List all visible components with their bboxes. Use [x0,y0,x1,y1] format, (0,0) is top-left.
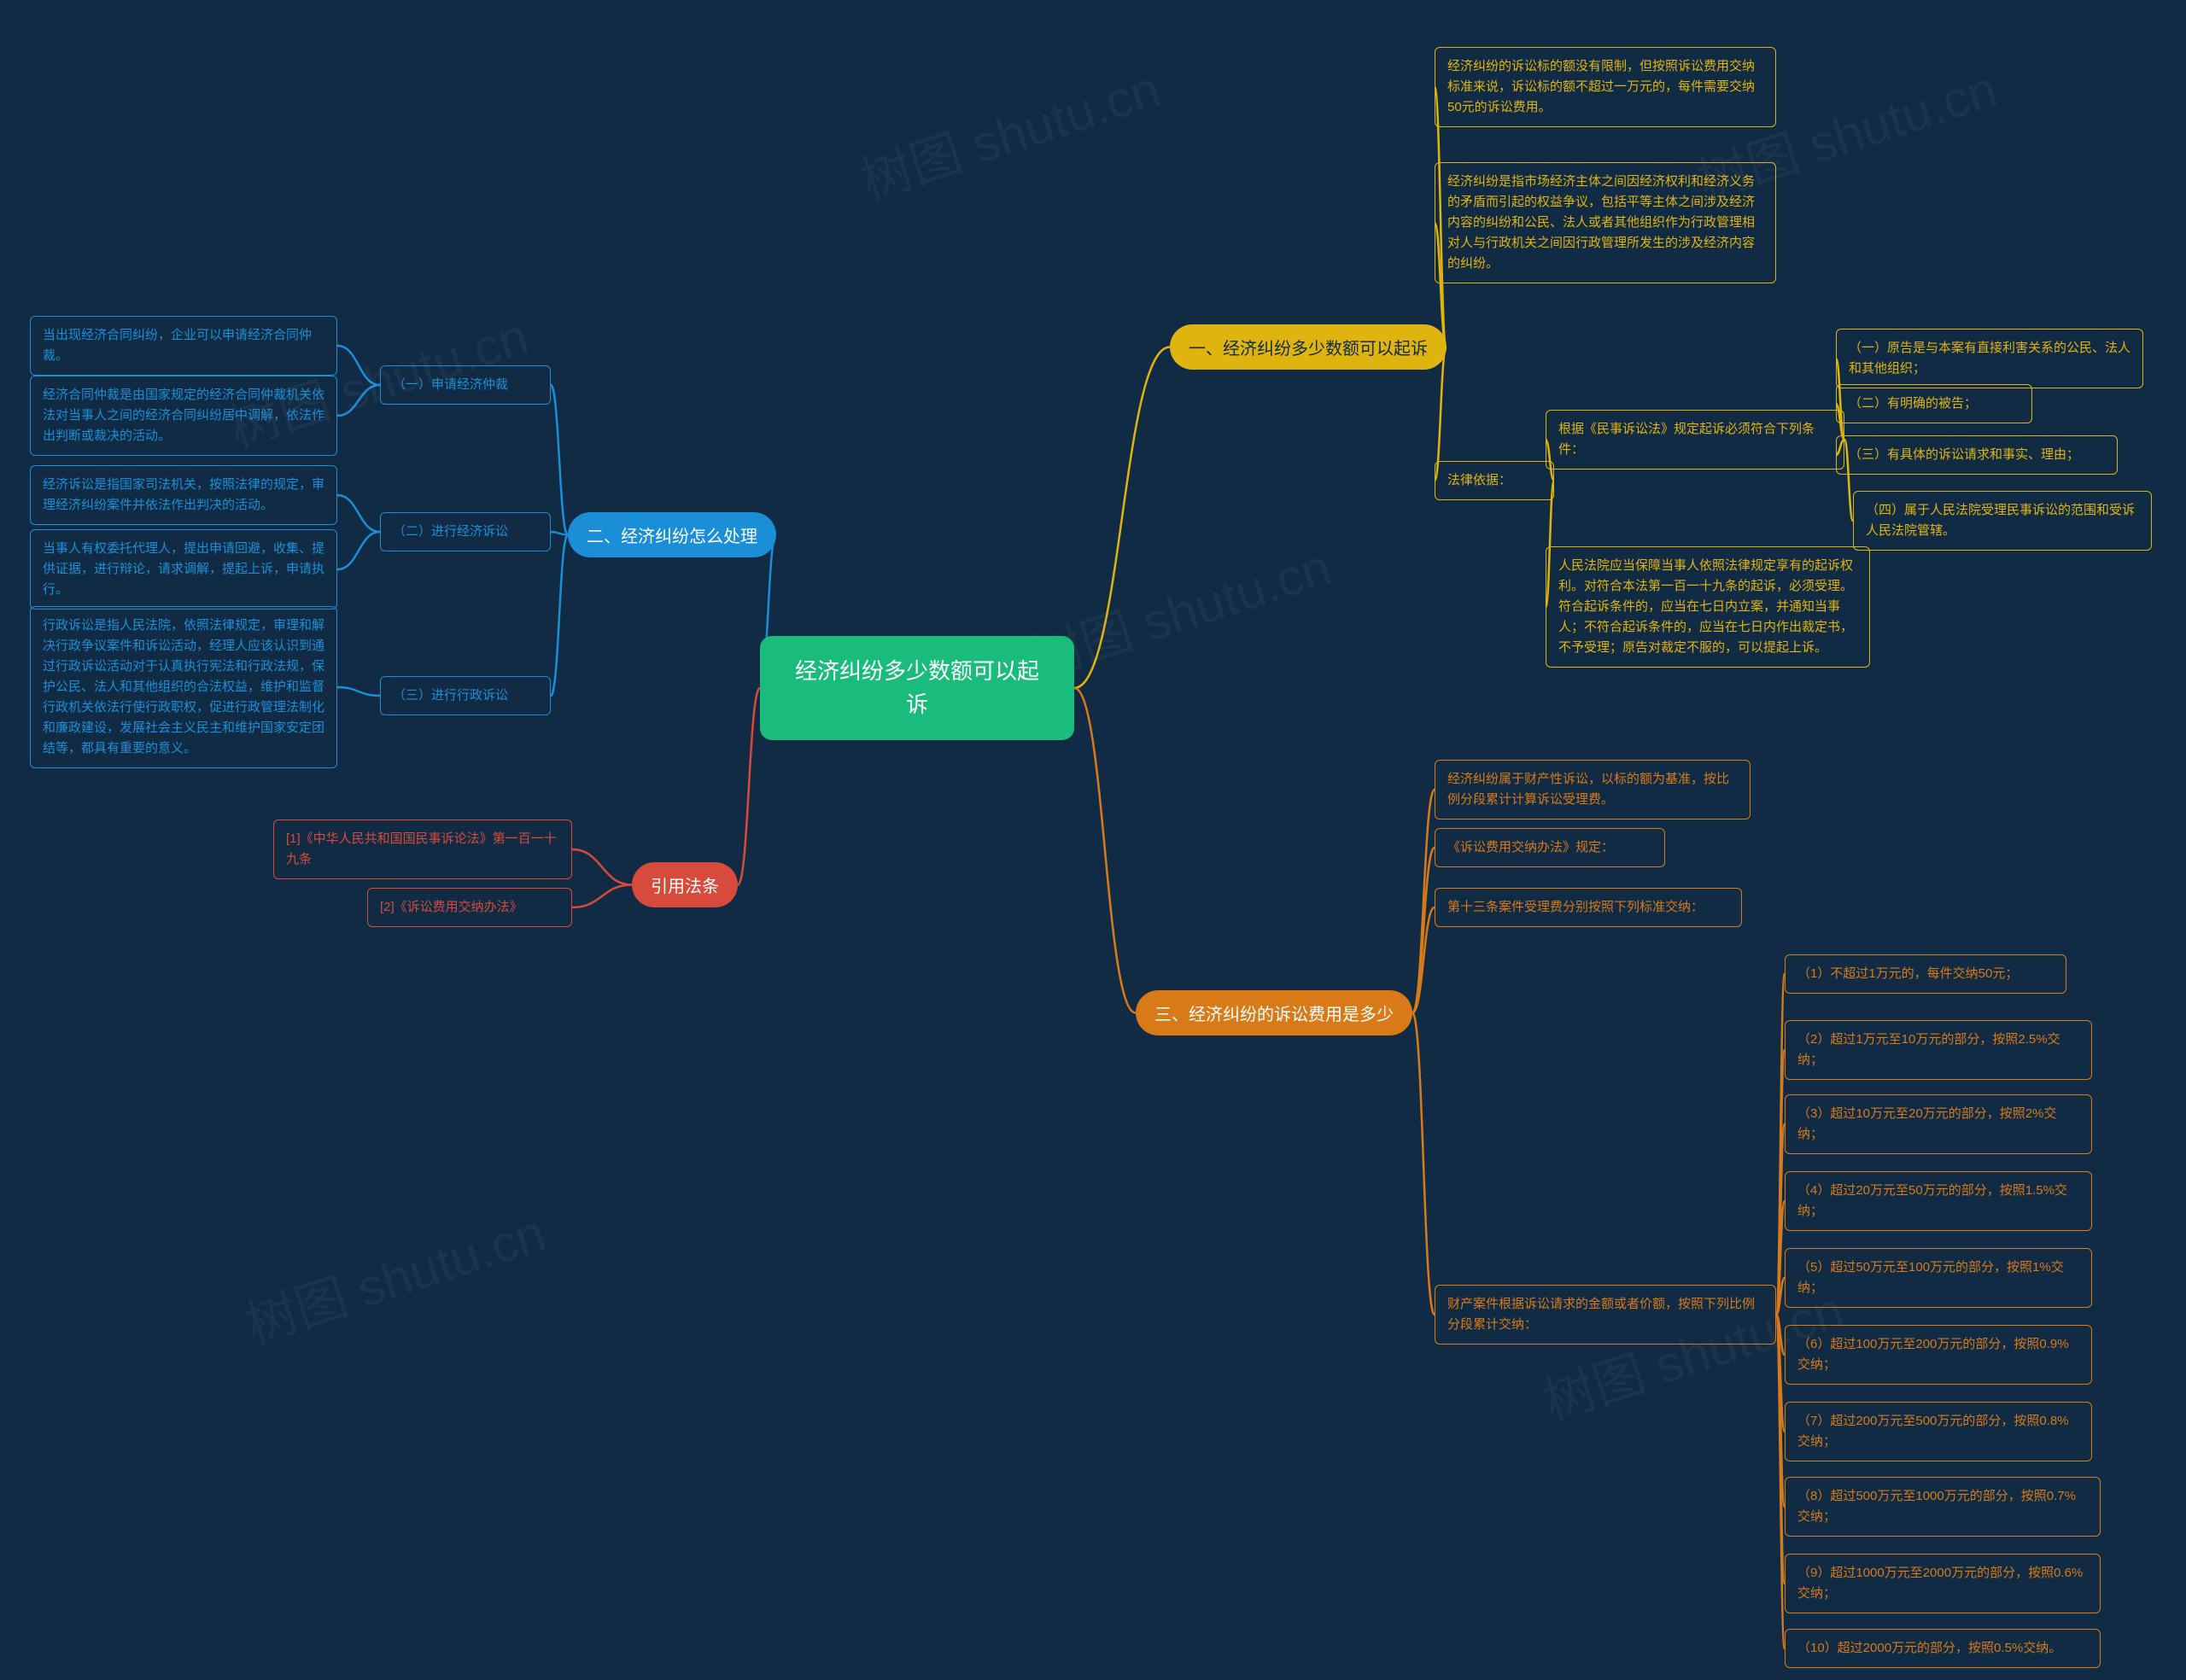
node-label: [2]《诉讼费用交纳办法》 [380,900,523,914]
leaf-node[interactable]: 人民法院应当保障当事人依照法律规定享有的起诉权利。对符合本法第一百一十九条的起诉… [1546,546,1870,668]
leaf-node[interactable]: （4）超过20万元至50万元的部分，按照1.5%交纳； [1785,1171,2092,1231]
node-label: 经济诉讼是指国家司法机关，按照法律的规定，审理经济纠纷案件并依法作出判决的活动。 [43,477,324,512]
node-label: 经济纠纷是指市场经济主体之间因经济权利和经济义务的矛盾而引起的权益争议，包括平等… [1447,174,1755,271]
node-label: （9）超过1000万元至2000万元的部分，按照0.6%交纳； [1797,1566,2083,1601]
leaf-node[interactable]: （二）进行经济诉讼 [380,512,551,551]
node-label: 法律依据： [1447,473,1511,487]
leaf-node[interactable]: 财产案件根据诉讼请求的金额或者价额，按照下列比例分段累计交纳： [1435,1285,1776,1345]
node-label: 财产案件根据诉讼请求的金额或者价额，按照下列比例分段累计交纳： [1447,1297,1755,1332]
leaf-node[interactable]: （6）超过100万元至200万元的部分，按照0.9%交纳； [1785,1325,2092,1385]
branch-node[interactable]: 二、经济纠纷怎么处理 [568,512,776,557]
leaf-node[interactable]: （9）超过1000万元至2000万元的部分，按照0.6%交纳； [1785,1554,2101,1613]
node-label: （1）不超过1万元的，每件交纳50元； [1797,966,2018,981]
leaf-node[interactable]: 法律依据： [1435,461,1554,500]
node-label: （三）进行行政诉讼 [393,688,508,703]
node-label: 三、经济纠纷的诉讼费用是多少 [1154,1006,1394,1024]
node-label: 一、经济纠纷多少数额可以起诉 [1189,340,1428,359]
node-label: （6）超过100万元至200万元的部分，按照0.9%交纳； [1797,1337,2069,1372]
node-label: 经济纠纷属于财产性诉讼，以标的额为基准，按比例分段累计计算诉讼受理费。 [1447,772,1729,807]
leaf-node[interactable]: 行政诉讼是指人民法院，依照法律规定，审理和解决行政争议案件和诉讼活动，经理人应该… [30,606,337,768]
node-label: 行政诉讼是指人民法院，依照法律规定，审理和解决行政争议案件和诉讼活动，经理人应该… [43,618,324,755]
leaf-node[interactable]: （3）超过10万元至20万元的部分，按照2%交纳； [1785,1094,2092,1154]
node-label: （二）有明确的被告； [1849,396,1977,411]
leaf-node[interactable]: （一）原告是与本案有直接利害关系的公民、法人和其他组织； [1836,329,2143,388]
node-label: 经济合同仲裁是由国家规定的经济合同仲裁机关依法对当事人之间的经济合同纠纷居中调解… [43,388,324,443]
node-label: [1]《中华人民共和国国民事诉论法》第一百一十九条 [286,831,557,866]
node-label: 《诉讼费用交纳办法》规定： [1447,840,1614,855]
node-label: （二）进行经济诉讼 [393,524,508,539]
mindmap-canvas: 树图 shutu.cn 树图 shutu.cn 树图 shutu.cn 树图 s… [0,0,2186,1680]
node-label: （3）超过10万元至20万元的部分，按照2%交纳； [1797,1106,2056,1141]
watermark: 树图 shutu.cn [850,48,1168,214]
leaf-node[interactable]: （一）申请经济仲裁 [380,365,551,405]
node-label: （2）超过1万元至10万元的部分，按照2.5%交纳； [1797,1032,2060,1067]
leaf-node[interactable]: [1]《中华人民共和国国民事诉论法》第一百一十九条 [273,820,572,879]
node-label: 根据《民事诉讼法》规定起诉必须符合下列条件： [1558,422,1815,457]
node-label: （7）超过200万元至500万元的部分，按照0.8%交纳； [1797,1414,2069,1449]
leaf-node[interactable]: 第十三条案件受理费分别按照下列标准交纳： [1435,888,1742,927]
node-label: 当事人有权委托代理人，提出申请回避，收集、提供证据，进行辩论，请求调解，提起上诉… [43,541,324,597]
node-label: 二、经济纠纷怎么处理 [587,528,757,546]
node-label: （5）超过50万元至100万元的部分，按照1%交纳； [1797,1260,2064,1295]
leaf-node[interactable]: 经济纠纷属于财产性诉讼，以标的额为基准，按比例分段累计计算诉讼受理费。 [1435,760,1751,820]
leaf-node[interactable]: 经济纠纷的诉讼标的额没有限制，但按照诉讼费用交纳标准来说，诉讼标的额不超过一万元… [1435,47,1776,127]
node-label: 经济纠纷的诉讼标的额没有限制，但按照诉讼费用交纳标准来说，诉讼标的额不超过一万元… [1447,59,1755,114]
leaf-node[interactable]: 经济合同仲裁是由国家规定的经济合同仲裁机关依法对当事人之间的经济合同纠纷居中调解… [30,376,337,456]
leaf-node[interactable]: （2）超过1万元至10万元的部分，按照2.5%交纳； [1785,1020,2092,1080]
node-label: （三）有具体的诉讼请求和事实、理由； [1849,447,2079,462]
leaf-node[interactable]: （二）有明确的被告； [1836,384,2032,423]
leaf-node[interactable]: 根据《民事诉讼法》规定起诉必须符合下列条件： [1546,410,1844,470]
node-label: 当出现经济合同纠纷，企业可以申请经济合同仲裁。 [43,328,312,363]
center-label: 经济纠纷多少数额可以起诉 [795,658,1039,717]
leaf-node[interactable]: 当事人有权委托代理人，提出申请回避，收集、提供证据，进行辩论，请求调解，提起上诉… [30,529,337,610]
leaf-node[interactable]: （三）有具体的诉讼请求和事实、理由； [1836,435,2118,475]
node-label: （8）超过500万元至1000万元的部分，按照0.7%交纳； [1797,1489,2076,1524]
node-label: （4）超过20万元至50万元的部分，按照1.5%交纳； [1797,1183,2067,1218]
node-label: （10）超过2000万元的部分，按照0.5%交纳。 [1797,1641,2061,1655]
leaf-node[interactable]: （7）超过200万元至500万元的部分，按照0.8%交纳； [1785,1402,2092,1461]
node-label: 第十三条案件受理费分别按照下列标准交纳： [1447,900,1704,914]
watermark: 树图 shutu.cn [235,1192,553,1358]
leaf-node[interactable]: [2]《诉讼费用交纳办法》 [367,888,572,927]
leaf-node[interactable]: 经济纠纷是指市场经济主体之间因经济权利和经济义务的矛盾而引起的权益争议，包括平等… [1435,162,1776,283]
leaf-node[interactable]: （1）不超过1万元的，每件交纳50元； [1785,954,2066,994]
leaf-node[interactable]: （10）超过2000万元的部分，按照0.5%交纳。 [1785,1629,2101,1668]
center-node[interactable]: 经济纠纷多少数额可以起诉 [760,636,1074,740]
leaf-node[interactable]: （四）属于人民法院受理民事诉讼的范围和受诉人民法院管辖。 [1853,491,2152,551]
node-label: （四）属于人民法院受理民事诉讼的范围和受诉人民法院管辖。 [1866,503,2135,538]
leaf-node[interactable]: 《诉讼费用交纳办法》规定： [1435,828,1665,867]
node-label: 人民法院应当保障当事人依照法律规定享有的起诉权利。对符合本法第一百一十九条的起诉… [1558,558,1853,655]
leaf-node[interactable]: （5）超过50万元至100万元的部分，按照1%交纳； [1785,1248,2092,1308]
branch-node[interactable]: 三、经济纠纷的诉讼费用是多少 [1136,990,1412,1035]
node-label: （一）申请经济仲裁 [393,377,508,392]
branch-node[interactable]: 一、经济纠纷多少数额可以起诉 [1170,324,1447,370]
branch-node[interactable]: 引用法条 [632,862,738,907]
leaf-node[interactable]: （8）超过500万元至1000万元的部分，按照0.7%交纳； [1785,1477,2101,1537]
leaf-node[interactable]: （三）进行行政诉讼 [380,676,551,715]
node-label: 引用法条 [651,878,719,896]
node-label: （一）原告是与本案有直接利害关系的公民、法人和其他组织； [1849,341,2130,376]
leaf-node[interactable]: 经济诉讼是指国家司法机关，按照法律的规定，审理经济纠纷案件并依法作出判决的活动。 [30,465,337,525]
leaf-node[interactable]: 当出现经济合同纠纷，企业可以申请经济合同仲裁。 [30,316,337,376]
